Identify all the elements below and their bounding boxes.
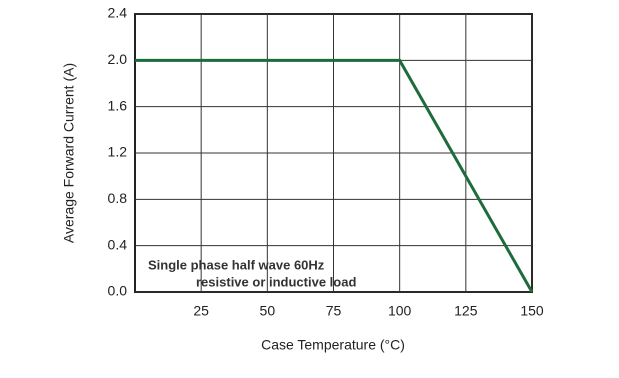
y-tick-label: 2.4	[108, 5, 128, 21]
x-tick-label: 150	[520, 303, 544, 319]
y-tick-label: 2.0	[108, 51, 128, 67]
x-axis-label: Case Temperature (°C)	[261, 337, 405, 353]
x-tick-label: 125	[454, 303, 478, 319]
y-tick-label: 0.4	[108, 236, 128, 252]
data-line	[135, 58, 534, 293]
y-axis-label: Average Forward Current (A)	[61, 63, 77, 243]
x-tick-label: 75	[326, 303, 342, 319]
y-tick-label: 1.6	[108, 97, 128, 113]
y-tick-label: 0.0	[108, 283, 128, 299]
x-tick-label: 25	[193, 303, 209, 319]
annotation: Single phase half wave 60Hz	[148, 257, 325, 272]
y-tick-label: 1.2	[108, 144, 128, 160]
y-tick-label: 0.8	[108, 190, 128, 206]
x-tick-label: 100	[388, 303, 412, 319]
annotation: resistive or inductive load	[196, 274, 356, 289]
x-tick-label: 50	[260, 303, 276, 319]
